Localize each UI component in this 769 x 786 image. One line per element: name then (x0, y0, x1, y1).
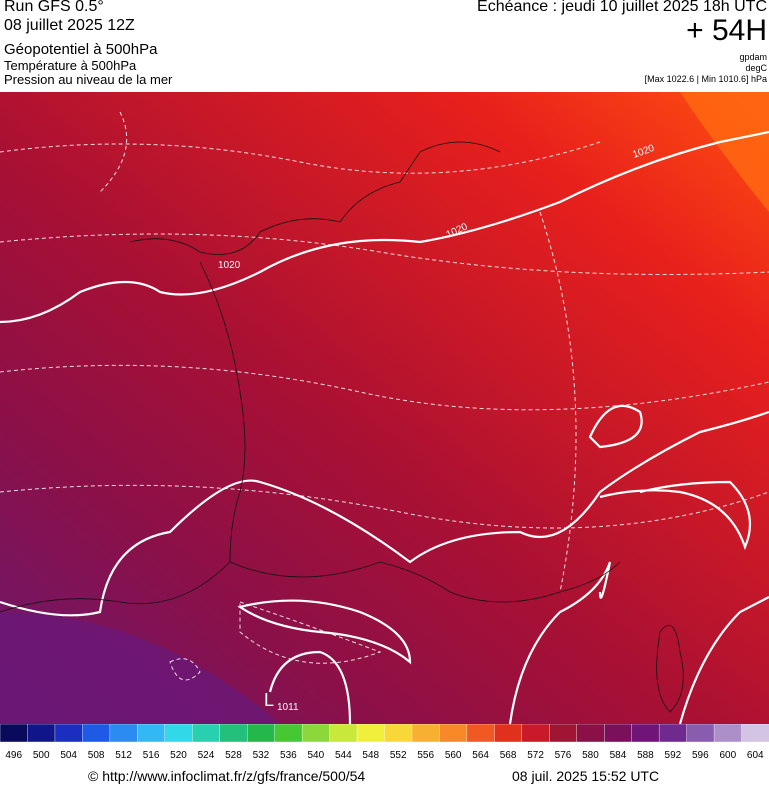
color-swatch (329, 724, 358, 743)
scale-label: 576 (555, 750, 572, 761)
color-swatch (494, 724, 523, 743)
color-swatch (54, 724, 84, 743)
pressure-range: [Max 1022.6 | Min 1010.6] hPa (644, 74, 767, 84)
scale-label: 508 (88, 750, 105, 761)
scale-label: 560 (445, 750, 462, 761)
forecast-step: + 54H (686, 14, 767, 47)
color-swatch (411, 724, 441, 743)
color-swatch (356, 724, 386, 743)
run-date: 08 juillet 2025 12Z (4, 17, 135, 34)
cold-area (0, 612, 280, 724)
scale-label: 496 (5, 750, 22, 761)
source-url[interactable]: © http://www.infoclimat.fr/z/gfs/france/… (88, 768, 366, 784)
scale-label: 536 (280, 750, 297, 761)
color-swatch (604, 724, 633, 743)
scale-label: 572 (527, 750, 544, 761)
color-swatch (82, 724, 111, 743)
color-swatch (384, 724, 413, 743)
color-scale: 496 500 504 508 512 516 520 524 528 532 536 540 544 5… (0, 724, 769, 761)
low-marker: L (264, 690, 274, 710)
scale-label: 512 (115, 750, 132, 761)
scale-label: 548 (362, 750, 379, 761)
color-swatch (164, 724, 193, 743)
scale-label: 596 (692, 750, 709, 761)
scale-label: 500 (33, 750, 50, 761)
scale-label: 564 (472, 750, 489, 761)
scale-label: 604 (747, 750, 764, 761)
run-title: Run GFS 0.5° (4, 0, 104, 15)
color-swatch (686, 724, 715, 743)
scale-label: 504 (60, 750, 77, 761)
color-swatch (219, 724, 248, 743)
scale-label: 592 (665, 750, 682, 761)
color-swatch (274, 724, 303, 743)
field-background (0, 92, 769, 724)
color-swatch (713, 724, 743, 743)
color-swatch (658, 724, 688, 743)
map: 1020 1020 1020 L 1011 (0, 92, 769, 724)
scale-label: 580 (582, 750, 599, 761)
color-swatch (246, 724, 276, 743)
color-swatch (27, 724, 56, 743)
timestamp: 08 juil. 2025 15:52 UTC (512, 768, 660, 784)
scale-label: 544 (335, 750, 352, 761)
field-title: Géopotentiel à 500hPa (4, 41, 158, 58)
color-swatch (631, 724, 660, 743)
unit: degC (745, 63, 767, 73)
color-swatch (439, 724, 468, 743)
field-subtitle: Pression au niveau de la mer (4, 72, 173, 87)
scale-label: 556 (417, 750, 434, 761)
field-subtitle: Température à 500hPa (4, 58, 137, 73)
color-swatch (109, 724, 139, 743)
coastlines (0, 141, 684, 713)
forecast-time: Echéance : jeudi 10 juillet 2025 18h UTC (477, 0, 767, 15)
scale-label: 552 (390, 750, 407, 761)
isobar-label: 1020 (218, 260, 241, 271)
color-swatch (137, 724, 166, 743)
color-swatch (192, 724, 221, 743)
color-swatch (301, 724, 331, 743)
scale-label: 528 (225, 750, 242, 761)
scale-label: 532 (253, 750, 270, 761)
scale-label: 584 (610, 750, 627, 761)
scale-label: 540 (307, 750, 324, 761)
isobars (0, 130, 769, 724)
scale-label: 516 (143, 750, 160, 761)
color-swatch (0, 724, 29, 743)
low-value: 1011 (277, 702, 299, 713)
scale-label: 588 (637, 750, 654, 761)
temperature-contours (0, 111, 769, 681)
unit: gpdam (739, 52, 767, 62)
scale-label: 524 (198, 750, 215, 761)
scale-label: 568 (500, 750, 517, 761)
color-swatch (576, 724, 605, 743)
color-swatch (521, 724, 550, 743)
color-swatch (549, 724, 578, 743)
color-swatch (741, 724, 769, 743)
scale-label: 600 (719, 750, 736, 761)
color-swatch (466, 724, 496, 743)
warm-area (680, 92, 769, 212)
scale-label: 520 (170, 750, 187, 761)
